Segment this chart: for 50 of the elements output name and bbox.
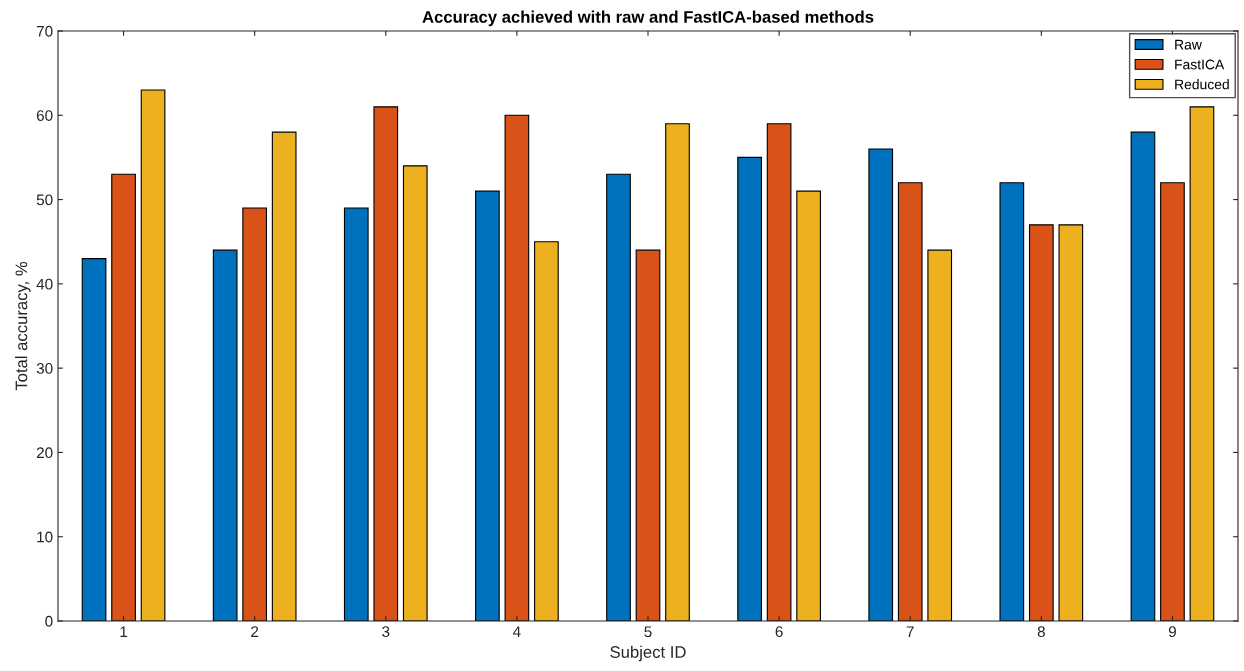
bar <box>271 131 297 621</box>
x-tick-label: 3 <box>382 626 390 638</box>
x-axis-title: Subject ID <box>610 645 686 662</box>
legend-label: FastICA <box>1175 59 1225 70</box>
legend-label: Raw <box>1175 39 1202 50</box>
bar <box>534 241 559 621</box>
bar <box>796 190 821 621</box>
bar <box>212 249 238 621</box>
bar <box>606 173 631 621</box>
x-tick-label: 7 <box>906 626 914 637</box>
bar <box>81 258 107 621</box>
chart-title: Accuracy achieved with raw and FastICA-based methods <box>422 10 874 27</box>
y-tick-label: 70 <box>36 25 53 37</box>
y-tick-label: 60 <box>36 110 53 121</box>
bar <box>868 148 894 621</box>
y-tick-label: 0 <box>45 615 53 627</box>
bar <box>635 249 661 621</box>
bar <box>343 207 369 621</box>
bar <box>1189 106 1215 621</box>
bar <box>927 249 953 621</box>
bar <box>475 190 500 621</box>
bar <box>766 123 792 621</box>
y-tick-label: 20 <box>36 447 53 459</box>
bar <box>402 165 428 621</box>
y-tick-label: 10 <box>37 531 53 543</box>
bar <box>1130 131 1156 621</box>
x-tick-label: 8 <box>1037 626 1045 638</box>
x-tick-label: 2 <box>251 626 259 637</box>
y-tick-label: 40 <box>36 278 53 290</box>
bar <box>111 173 136 621</box>
bar <box>1028 224 1054 621</box>
bar <box>897 182 923 621</box>
x-tick-label: 1 <box>120 626 128 637</box>
bar <box>373 106 399 621</box>
bar <box>999 182 1025 621</box>
y-tick-label: 50 <box>36 194 53 206</box>
x-tick-label: 5 <box>644 626 652 638</box>
y-tick-label: 30 <box>36 363 53 374</box>
bar <box>1160 182 1185 621</box>
bar <box>140 89 166 621</box>
x-tick-label: 6 <box>775 626 783 638</box>
legend-label: Reduced <box>1175 79 1229 90</box>
bar <box>242 207 268 621</box>
bar <box>504 114 530 621</box>
y-axis-title: Total accuracy, % <box>15 261 31 391</box>
bar <box>1058 224 1084 621</box>
x-tick-label: 9 <box>1168 626 1176 638</box>
bar <box>665 123 690 621</box>
x-tick-label: 4 <box>512 626 521 637</box>
bar <box>737 156 762 621</box>
